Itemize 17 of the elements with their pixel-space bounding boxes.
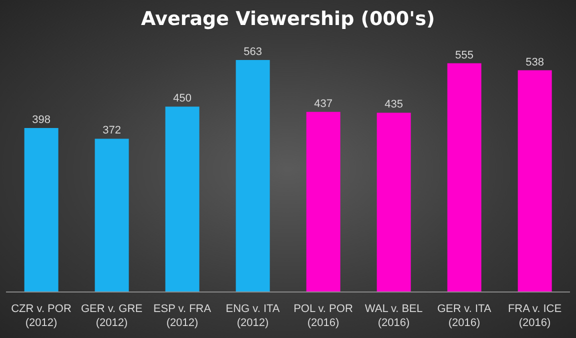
x-tick-label: ESP v. FRA (2012) [153, 303, 212, 329]
x-tick-label: GER v. ITA (2016) [437, 303, 492, 329]
x-tick-label: WAL v. BEL (2016) [364, 303, 423, 329]
data-label: 435 [384, 98, 404, 111]
data-label: 450 [173, 92, 192, 105]
x-tick-label: ENG v. ITA (2012) [226, 303, 280, 329]
data-label: 437 [314, 98, 333, 110]
chart-title: Average Viewership (000's) [140, 7, 436, 32]
x-tick-label: GER v. GRE (2012) [80, 303, 143, 329]
x-tick-label: POL v. POR (2016) [294, 303, 353, 329]
data-label: 555 [455, 49, 474, 62]
data-label: 372 [102, 124, 122, 137]
data-label: 398 [32, 114, 51, 126]
data-label: 538 [526, 56, 544, 68]
x-tick-label: FRA v. ICE (2016) [508, 303, 562, 329]
x-tick-label: CZR v. POR (2012) [11, 303, 72, 329]
data-label: 563 [244, 46, 262, 58]
